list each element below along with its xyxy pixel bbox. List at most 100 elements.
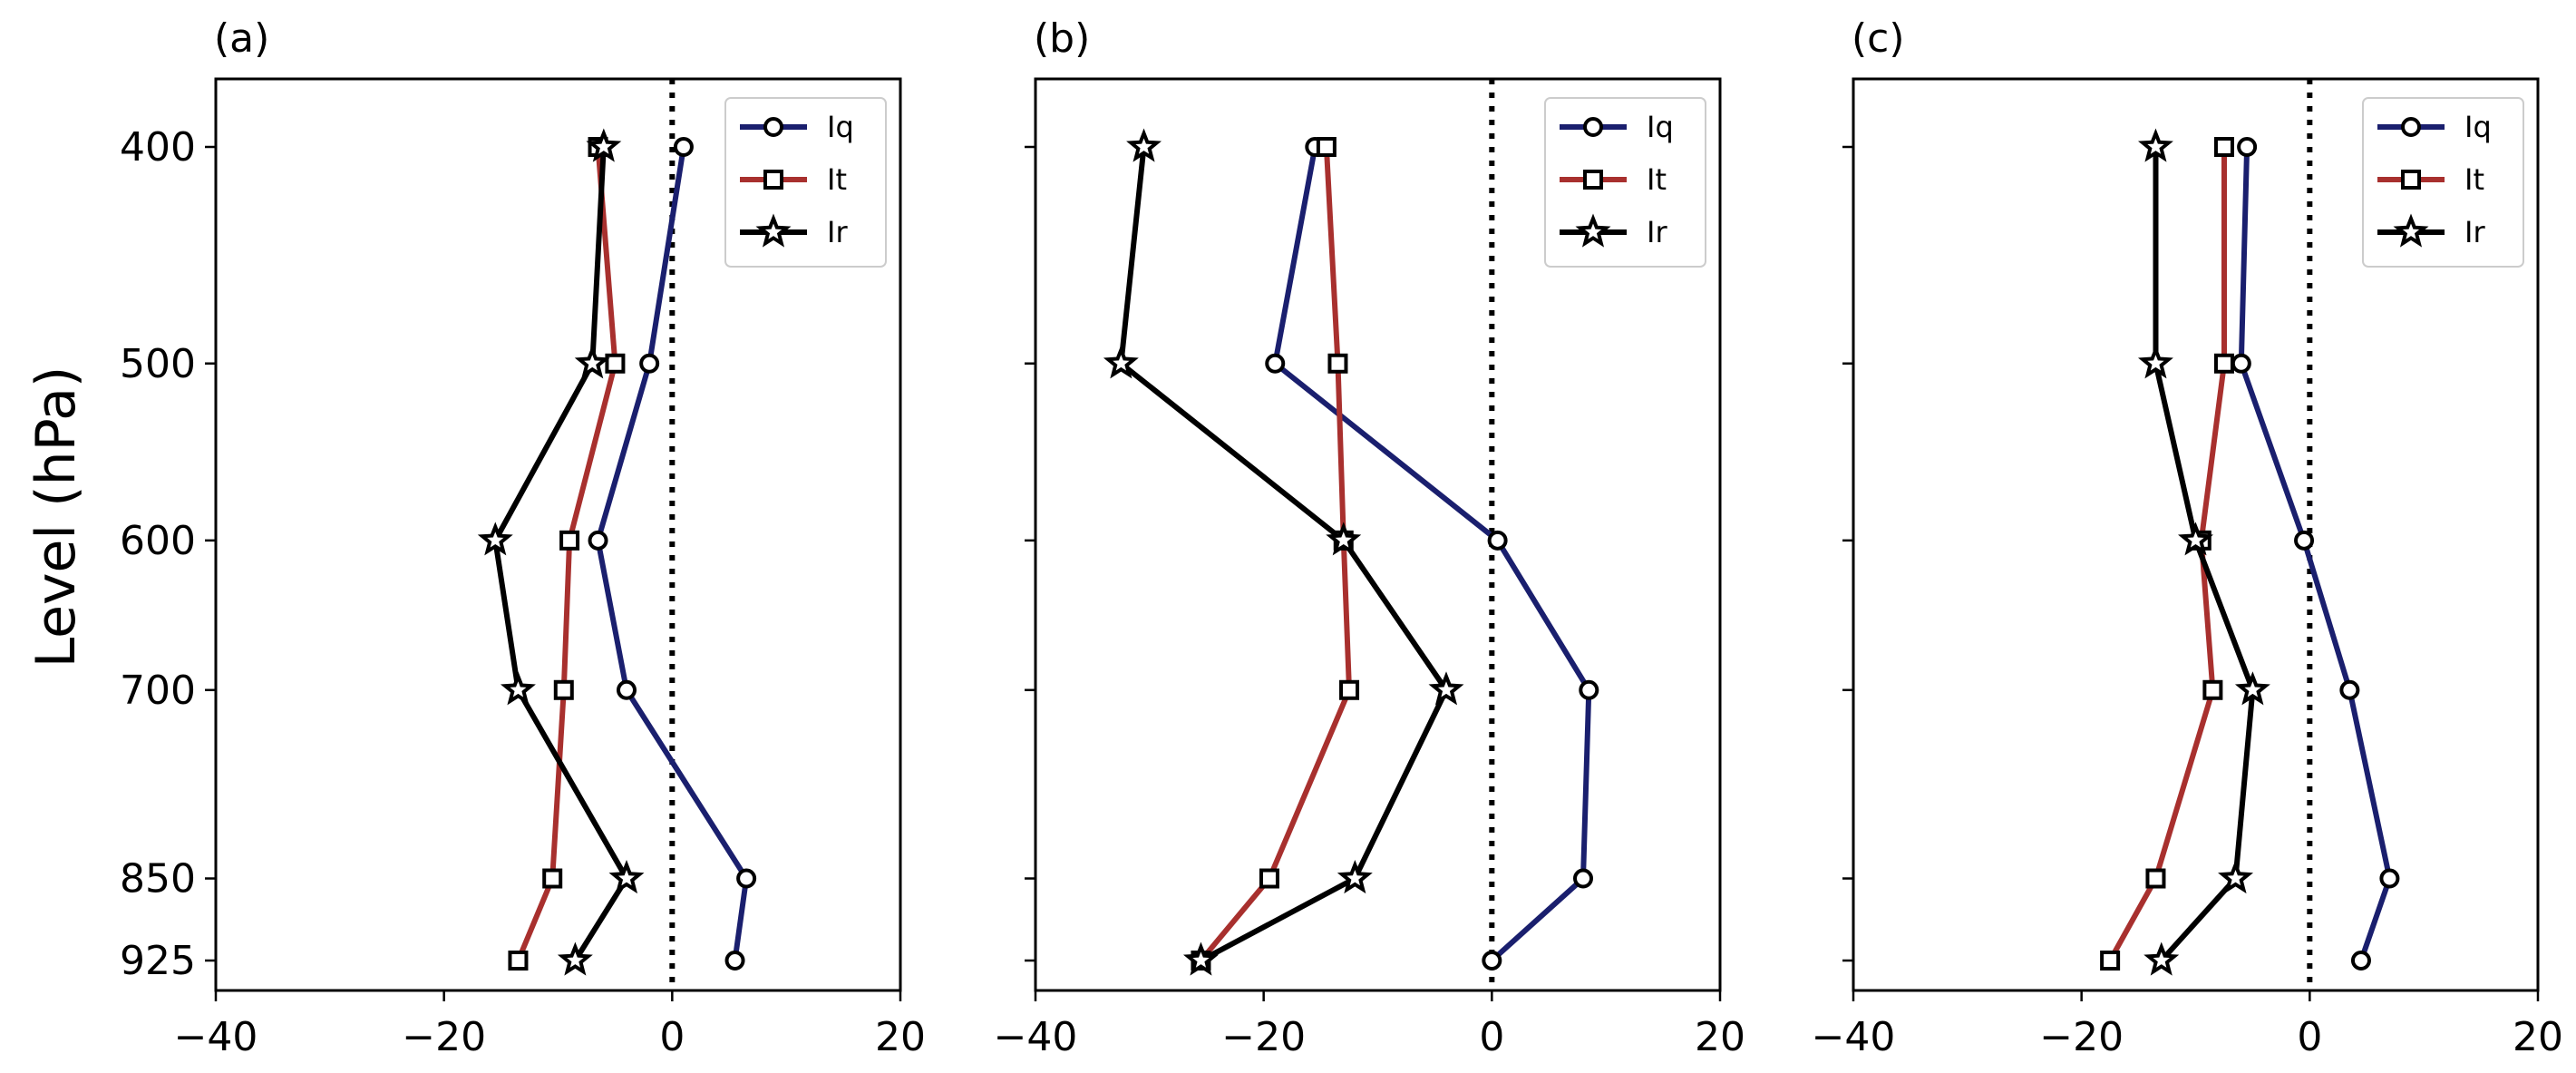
series-line-it	[1199, 146, 1352, 962]
data-point-marker	[2379, 868, 2400, 889]
legend: Iq It Ir	[724, 97, 887, 268]
x-tick-label: 20	[1695, 1014, 1745, 1060]
data-point-marker	[2393, 213, 2429, 248]
data-point-marker	[500, 671, 536, 706]
data-point-marker	[1337, 860, 1373, 894]
legend-label-iq: Iq	[827, 110, 854, 144]
x-tick-label: −40	[994, 1014, 1078, 1060]
data-point-marker	[1259, 868, 1279, 889]
data-point-marker	[574, 345, 610, 379]
x-tick-label: 20	[2513, 1014, 2563, 1060]
data-point-marker	[2137, 128, 2173, 162]
legend-label-iq: Iq	[2464, 110, 2492, 144]
data-point-marker	[1573, 868, 1593, 889]
data-point-marker	[1428, 671, 1464, 706]
data-point-marker	[2178, 522, 2213, 556]
data-point-marker	[2237, 137, 2258, 157]
data-point-marker	[1316, 137, 1337, 157]
legend: Iq It Ir	[1544, 97, 1706, 268]
series-line-iq	[2238, 146, 2393, 961]
data-point-marker	[553, 679, 574, 700]
x-tick-label: −20	[2039, 1014, 2124, 1060]
data-point-marker	[763, 170, 783, 190]
series-markers-iq	[588, 137, 757, 971]
plot-frame	[214, 77, 902, 992]
data-point-marker	[1265, 353, 1286, 374]
data-point-marker	[1583, 117, 1603, 137]
y-tick-label: 400	[120, 124, 196, 171]
legend: Iq It Ir	[2362, 97, 2524, 268]
data-point-marker	[2100, 951, 2121, 971]
data-point-marker	[2202, 679, 2223, 700]
series-line-ir	[1118, 146, 1449, 963]
data-point-marker	[2294, 530, 2315, 551]
data-point-marker	[2350, 951, 2371, 971]
data-point-marker	[1327, 353, 1348, 374]
data-point-marker	[1579, 679, 1599, 700]
legend-label-iq: Iq	[1647, 110, 1674, 144]
y-tick-label: 500	[120, 341, 196, 387]
data-point-marker	[477, 522, 513, 556]
data-point-marker	[763, 117, 783, 137]
data-point-marker	[542, 868, 563, 889]
series-line-it	[2107, 147, 2227, 962]
series-line-iq	[1272, 146, 1592, 963]
series-markers-ir	[477, 128, 645, 976]
data-point-marker	[2213, 137, 2234, 157]
y-tick-label: 850	[120, 856, 196, 902]
panel-label: (c)	[1852, 15, 1905, 62]
data-point-marker	[639, 353, 660, 374]
x-tick-label: 0	[659, 1014, 685, 1060]
data-point-marker	[1182, 941, 1219, 976]
x-tick-label: −20	[1221, 1014, 1306, 1060]
series-line-ir	[2153, 147, 2256, 963]
series-line-iq	[595, 146, 750, 961]
y-tick-label: 925	[120, 938, 196, 984]
data-point-marker	[557, 941, 593, 976]
panel-label: (b)	[1034, 15, 1090, 62]
data-point-marker	[736, 868, 757, 889]
data-point-marker	[1126, 128, 1162, 162]
panel-a: (a) 400 500 600 700 850 925 −40 −20 0 20 Iq It Ir	[120, 15, 926, 1060]
data-point-marker	[1339, 679, 1360, 700]
data-point-marker	[2234, 671, 2270, 706]
x-tick-label: 0	[2297, 1014, 2322, 1060]
legend-label-it: It	[827, 162, 847, 197]
data-point-marker	[617, 679, 637, 700]
data-point-marker	[605, 353, 626, 374]
x-tick-label: −40	[174, 1014, 258, 1060]
data-point-marker	[1583, 170, 1603, 190]
data-point-marker	[755, 213, 792, 248]
data-point-marker	[724, 951, 745, 971]
panel-b: (b) −40 −20 0 20 Iq It Ir	[994, 15, 1745, 1060]
panels: (a) 400 500 600 700 850 925 −40 −20 0 20 Iq It Ir (b) −…	[120, 15, 2563, 1060]
data-point-marker	[2218, 860, 2254, 894]
x-tick-label: 0	[1479, 1014, 1504, 1060]
panel-c: (c) −40 −20 0 20 Iq It Ir	[1812, 15, 2563, 1060]
data-point-marker	[2339, 679, 2360, 700]
legend-label-it: It	[1647, 162, 1667, 197]
data-point-marker	[2143, 941, 2180, 976]
data-point-marker	[508, 951, 529, 971]
y-tick-label: 600	[120, 518, 196, 564]
plot-frame	[1034, 77, 1722, 992]
data-point-marker	[559, 530, 580, 551]
data-point-marker	[1326, 522, 1362, 556]
data-point-marker	[586, 128, 622, 162]
series-line-it	[515, 146, 618, 962]
data-point-marker	[2231, 353, 2251, 374]
x-tick-label: −40	[1812, 1014, 1896, 1060]
x-tick-label: 20	[875, 1014, 926, 1060]
data-point-marker	[2401, 117, 2421, 137]
series-markers-iq	[2231, 137, 2400, 971]
data-point-marker	[1487, 530, 1508, 551]
series-markers-ir	[1103, 128, 1464, 976]
data-point-marker	[1575, 213, 1611, 248]
series-line-ir	[492, 146, 629, 962]
legend-label-ir: Ir	[1647, 215, 1667, 249]
legend-label-ir: Ir	[2464, 215, 2485, 249]
series-markers-it	[2100, 137, 2234, 971]
data-point-marker	[588, 530, 608, 551]
data-point-marker	[608, 860, 645, 894]
